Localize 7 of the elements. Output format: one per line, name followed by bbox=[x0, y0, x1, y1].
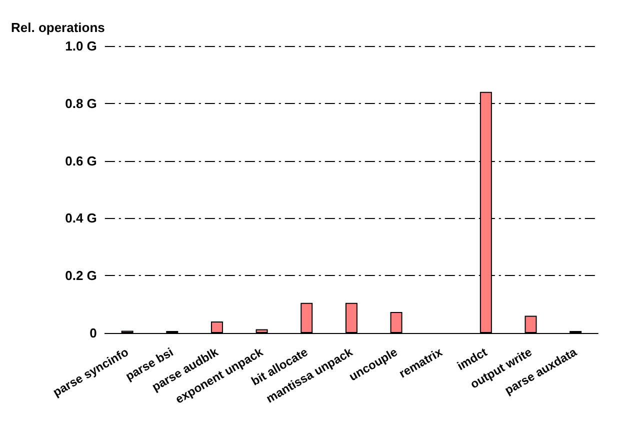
y-tick-label: 0.8 G bbox=[65, 96, 97, 111]
y-tick-label: 0.6 G bbox=[65, 153, 97, 168]
y-tick-label: 1.0 G bbox=[65, 38, 97, 54]
y-tick-label: 0.4 G bbox=[65, 210, 97, 226]
y-tick-label: 0 bbox=[90, 326, 97, 340]
y-axis-title: Rel. operations bbox=[10, 20, 105, 35]
y-tick-label: 0.2 G bbox=[65, 268, 97, 284]
